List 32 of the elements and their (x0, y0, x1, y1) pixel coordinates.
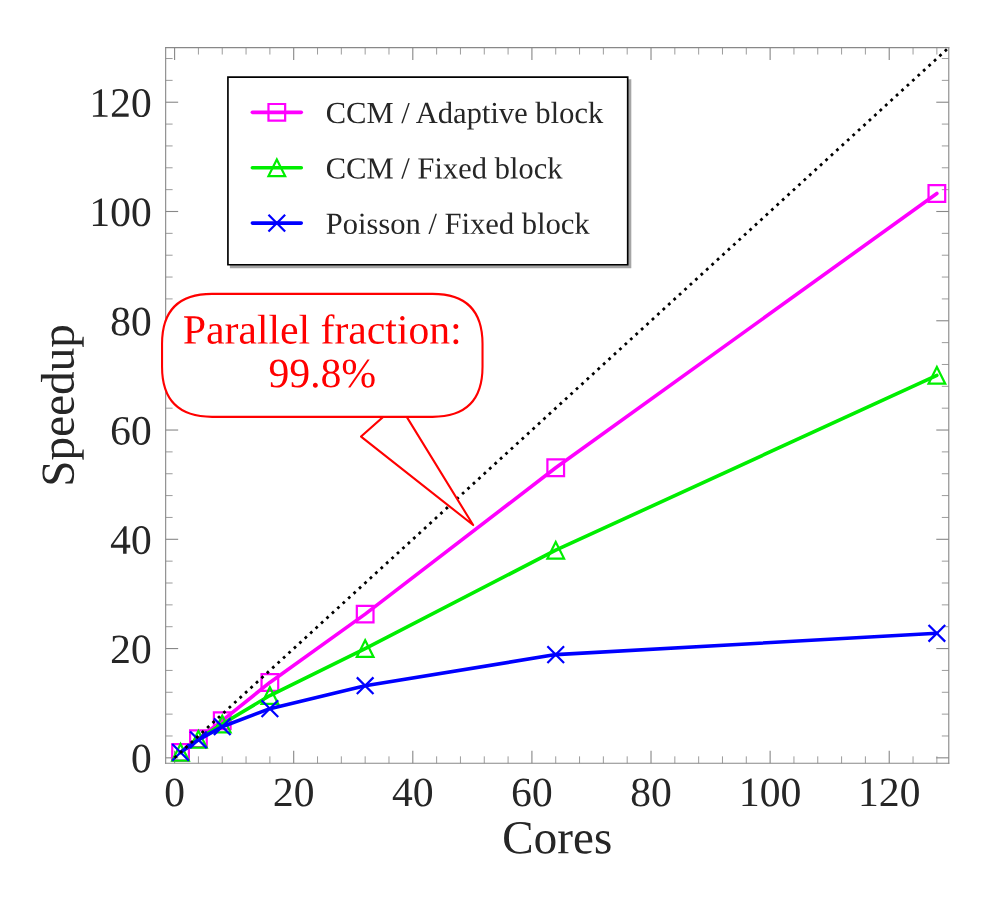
y-axis-title: Speedup (40, 325, 84, 484)
point (355, 676, 375, 696)
point (927, 623, 947, 643)
point (546, 645, 566, 665)
point (355, 604, 375, 624)
point (260, 699, 280, 719)
x-tick-label: 100 (742, 778, 800, 807)
x-axis-title: Cores (504, 822, 611, 854)
x-tick-label: 80 (631, 778, 671, 807)
point (260, 673, 280, 692)
legend-label: Poisson / Fixed block (326, 212, 590, 235)
point (927, 184, 947, 203)
point (927, 365, 947, 385)
x-tick-label: 0 (165, 778, 184, 807)
x-tick-label: 20 (274, 778, 313, 807)
y-tick-label: 40 (110, 526, 151, 555)
y-tick-label: 60 (111, 416, 151, 445)
annotation: Parallel fraction: 99.8% (184, 314, 459, 388)
y-tick-label: 80 (111, 307, 151, 336)
y-tick-label: 20 (111, 635, 151, 664)
point (546, 458, 566, 478)
y-tick-label: 0 (132, 744, 151, 773)
point (355, 639, 375, 659)
point (546, 540, 566, 560)
y-tick-label: 100 (92, 198, 151, 227)
x-tick-label: 40 (392, 778, 433, 807)
x-tick-label: 60 (512, 778, 552, 807)
x-tick-label: 120 (861, 778, 919, 807)
point (260, 686, 280, 705)
legend-label: CCM / Adaptive block (326, 101, 604, 130)
legend-label: CCM / Fixed block (326, 157, 563, 179)
y-tick-label: 120 (92, 88, 151, 118)
